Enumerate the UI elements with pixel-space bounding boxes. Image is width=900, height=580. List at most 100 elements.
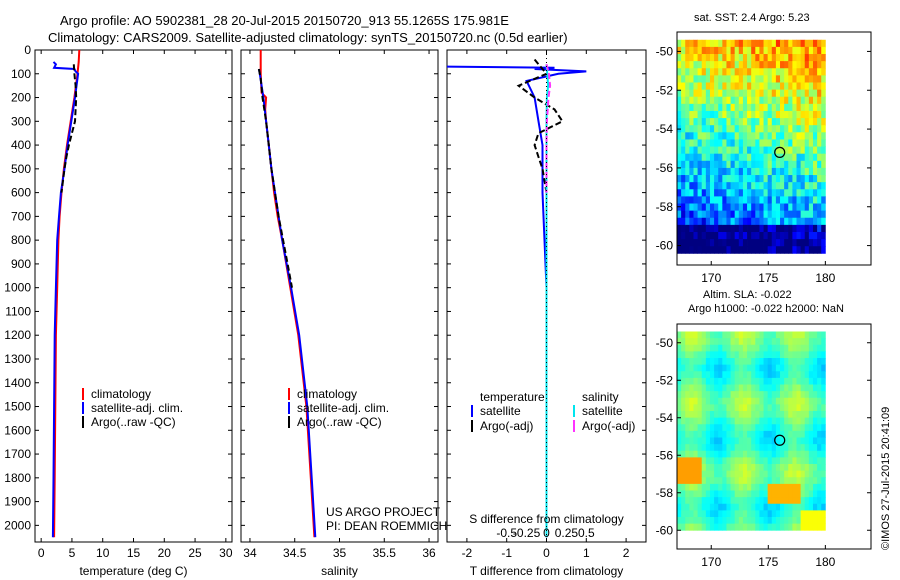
sst-map-cell: [804, 160, 810, 169]
sst-map-cell: [755, 146, 760, 155]
sst-map-cell: [693, 246, 698, 254]
sst-map-title: sat. SST: 2.4 Argo: 5.23: [694, 12, 810, 24]
sst-map-cell: [705, 75, 711, 83]
sla-map-cell: [759, 464, 764, 472]
sst-map-cell: [693, 139, 698, 147]
sla-map-cell: [771, 358, 777, 366]
sst-map-cell: [709, 175, 715, 183]
sla-map-cell: [697, 377, 703, 385]
sst-map-cell: [759, 75, 764, 83]
sla-map-cell: [714, 358, 719, 366]
sla-map-cell: [730, 457, 736, 465]
sla-map-cell: [709, 417, 715, 425]
sst-map-cell: [677, 61, 682, 69]
sla-map-cell: [747, 371, 752, 379]
sla-map-cell: [808, 430, 814, 438]
sla-map-cell: [709, 371, 715, 379]
sst-map-cell: [800, 39, 806, 48]
sla-map-cell: [800, 437, 806, 445]
difference-xtick-label: 0: [543, 546, 550, 560]
sst-map-cell: [681, 224, 686, 233]
sla-map-cell: [722, 351, 727, 359]
sst-map-cell: [726, 182, 731, 190]
sla-map-cell: [767, 490, 773, 498]
sla-map-cell: [812, 391, 818, 399]
sla-map-cell: [755, 510, 760, 518]
sla-map-cell: [701, 358, 707, 366]
sst-map-cell: [800, 210, 806, 219]
sla-map-cell: [709, 437, 715, 445]
sla-map-cell: [734, 517, 740, 525]
sla-map-cell: [677, 351, 682, 359]
sst-map-cell: [780, 153, 785, 162]
sst-map-cell: [800, 46, 806, 55]
sla-map-cell: [677, 430, 682, 438]
sla-map-cell: [689, 384, 694, 392]
sst-map-cell: [697, 224, 703, 233]
sst-map-cell: [759, 132, 764, 140]
depth-tick-label: 400: [11, 138, 31, 152]
sla-map-cell: [821, 397, 826, 405]
sla-map-cell: [738, 338, 744, 346]
sst-map-cell: [742, 153, 748, 162]
sst-map-cell: [701, 210, 707, 219]
sla-map-cell: [788, 404, 793, 412]
sst-map-cell: [697, 210, 703, 219]
sst-map-cell: [689, 132, 694, 140]
sst-map-cell: [775, 217, 781, 226]
depth-tick-label: 100: [11, 67, 31, 81]
sst-map-cell: [701, 96, 707, 105]
sst-map-cell: [730, 217, 736, 226]
sst-map-cell: [718, 246, 723, 254]
sst-map-cell: [714, 175, 719, 183]
sst-map-cell: [817, 182, 822, 190]
sla-map-cell: [726, 338, 731, 346]
sst-map-cell: [718, 153, 723, 162]
sla-map-cell: [693, 503, 698, 511]
sst-map-cell: [693, 75, 698, 83]
sst-map-cell: [788, 68, 793, 76]
sla-map-cell: [747, 364, 752, 372]
sst-map-cell: [734, 224, 740, 233]
sst-map-cell: [775, 224, 781, 233]
sst-map-cell: [738, 203, 744, 212]
sst-map-cell: [784, 125, 789, 133]
sst-map-cell: [808, 210, 814, 219]
sla-map-cell: [775, 464, 781, 472]
sst-map-cell: [763, 82, 769, 90]
sla-map-cell: [784, 517, 789, 525]
sst-map-cell: [722, 217, 727, 226]
sst-map-cell: [722, 75, 727, 83]
sla-map-cell: [763, 477, 769, 485]
sla-map-cell: [738, 470, 744, 478]
sst-map-cell: [792, 54, 797, 62]
sst-map-cell: [767, 61, 773, 69]
sst-map-cell: [812, 61, 818, 69]
sst-map-cell: [681, 175, 686, 183]
sla-map-cell: [812, 364, 818, 372]
sla-map-cell: [718, 411, 723, 419]
sla-map-cell: [689, 391, 694, 399]
sst-map-cell: [821, 146, 826, 155]
sla-map-cell: [693, 364, 698, 372]
sst-map-cell: [726, 167, 731, 176]
sst-map-cell: [817, 68, 822, 76]
sla-map-cell: [780, 377, 785, 385]
sst-map-cell: [792, 160, 797, 169]
sla-map-cell: [701, 338, 707, 346]
sla-map-cell: [730, 417, 736, 425]
sla-map-cell: [788, 503, 793, 511]
sst-map-cell: [771, 175, 777, 183]
sla-map-cell: [775, 444, 781, 452]
sst-map-cell: [693, 196, 698, 204]
sst-map-cell: [714, 39, 719, 48]
sla-map-cell: [685, 470, 690, 478]
sst-map-cell: [759, 175, 764, 183]
sst-map-cell: [685, 146, 690, 155]
sst-map-cell: [738, 246, 744, 254]
sla-map-cell: [689, 510, 694, 518]
sla-map-cell: [775, 404, 781, 412]
sla-map-cell: [821, 364, 826, 372]
sst-map-cell: [751, 146, 756, 155]
sst-map-cell: [792, 167, 797, 176]
